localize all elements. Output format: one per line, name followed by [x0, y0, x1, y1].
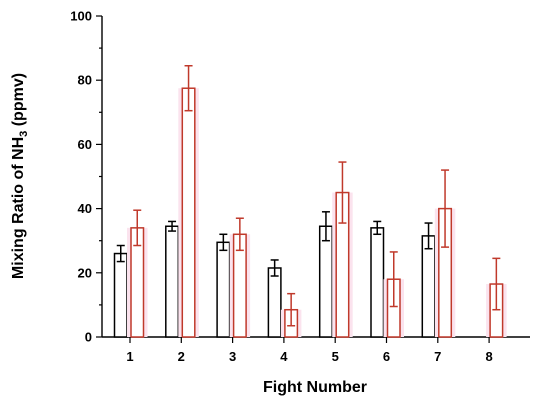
x-tick-label: 6 [383, 349, 390, 364]
x-tick-label: 2 [178, 349, 185, 364]
y-axis-title-main: Mixing Ratio of NH [10, 137, 27, 279]
bars [113, 65, 507, 338]
bar [370, 227, 385, 338]
bar [181, 87, 196, 338]
y-tick-label: 0 [85, 330, 92, 345]
x-axis-ticks: 1 2 3 4 5 6 7 8 [126, 337, 493, 364]
y-tick-label: 100 [70, 9, 92, 24]
bar-group [280, 292, 302, 338]
bar-group [383, 251, 404, 338]
x-tick-label: 4 [280, 349, 288, 364]
x-axis-title: Fight Number [263, 379, 367, 396]
bar-group [318, 211, 333, 338]
bar [216, 241, 231, 338]
bar [421, 235, 436, 338]
bar [165, 225, 180, 338]
bar-group [434, 169, 456, 338]
bar-group [332, 161, 353, 338]
y-axis-title: Mixing Ratio of NH3 (ppmv) [10, 73, 30, 279]
bar [113, 252, 128, 338]
bar-group [113, 244, 128, 338]
bar [267, 267, 282, 338]
y-tick-label: 80 [78, 73, 92, 88]
y-axis-title-unit: (ppmv) [10, 73, 27, 131]
y-tick-label: 40 [78, 201, 92, 216]
bar-group [486, 257, 507, 338]
x-tick-label: 5 [332, 349, 339, 364]
bar-group [421, 222, 436, 338]
bar-group [178, 65, 199, 338]
bar-group [370, 220, 385, 338]
x-tick-label: 3 [229, 349, 236, 364]
y-tick-label: 60 [78, 137, 92, 152]
y-axis-title-subscript: 3 [18, 131, 30, 137]
bar-group [165, 220, 180, 338]
bar-group [216, 233, 231, 338]
bar-group [267, 259, 282, 338]
x-tick-label: 1 [126, 349, 133, 364]
x-tick-label: 8 [485, 349, 492, 364]
y-axis-ticks: 0 20 40 60 80 100 [70, 9, 102, 345]
y-tick-label: 20 [78, 265, 92, 280]
bar-group [127, 209, 148, 338]
bar [318, 225, 333, 338]
x-tick-label: 7 [434, 349, 441, 364]
bar-group [229, 217, 251, 338]
